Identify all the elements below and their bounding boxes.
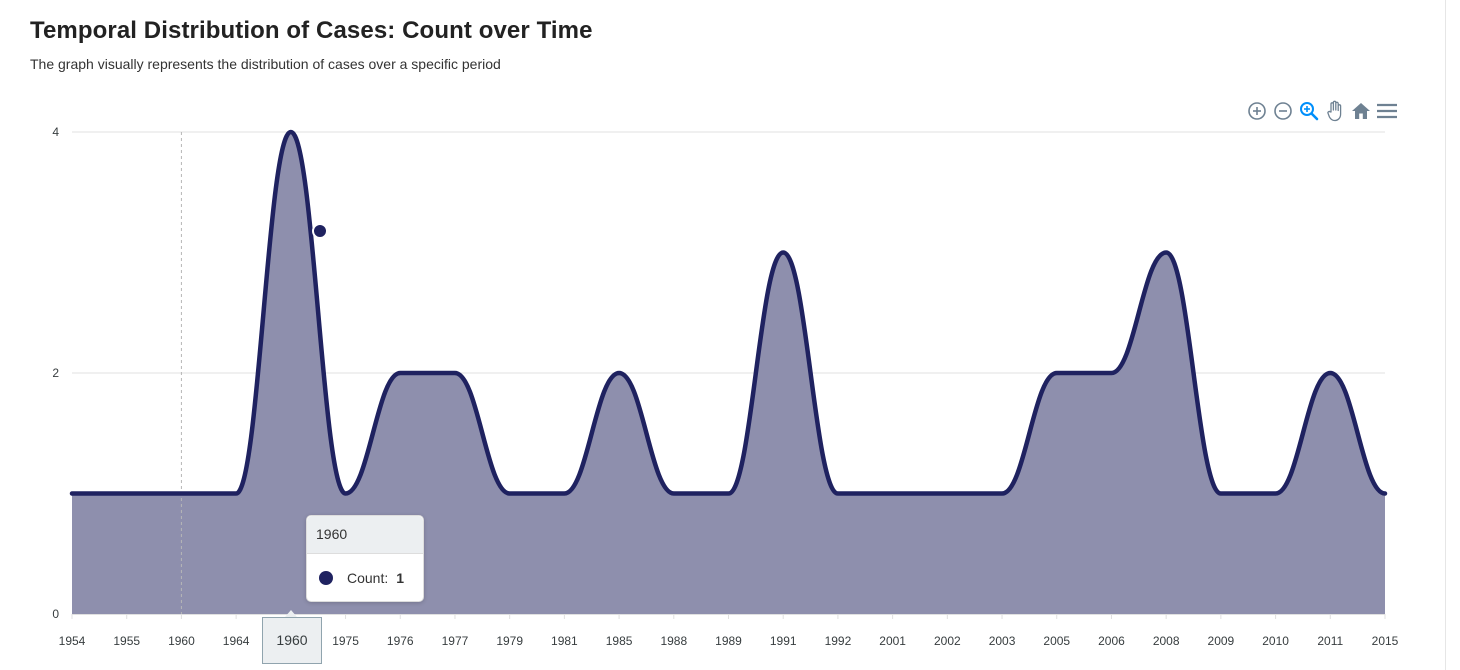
pan-hand-icon [1327, 100, 1342, 122]
x-tick-label: 1985 [606, 634, 633, 648]
data-point-1960[interactable] [175, 488, 187, 500]
data-point-1977[interactable] [449, 367, 461, 379]
x-tick-label: 1979 [496, 634, 523, 648]
x-tick-label: 2015 [1372, 634, 1399, 648]
series-tooltip: 1960 Count: 1 [306, 515, 424, 602]
chart-title: Temporal Distribution of Cases: Count ov… [30, 17, 593, 44]
chart-subtitle: The graph visually represents the distri… [30, 56, 501, 72]
panel-border [1445, 0, 1446, 670]
data-point-2008[interactable] [1160, 247, 1172, 259]
x-tick-label: 2010 [1262, 634, 1289, 648]
tooltip-series-label: Count: [347, 569, 389, 586]
reset-zoom-button[interactable] [1348, 98, 1374, 124]
x-tick-label: 1975 [332, 634, 359, 648]
data-point-2015[interactable] [1379, 488, 1391, 500]
tooltip-series-value: 1 [396, 569, 405, 586]
zoom-out-icon [1274, 102, 1292, 120]
data-point-1954[interactable] [66, 488, 78, 500]
data-point-2005[interactable] [1051, 367, 1063, 379]
zoom-in-icon [1248, 102, 1266, 120]
data-point-2006[interactable] [1105, 367, 1117, 379]
menu-button[interactable] [1374, 98, 1400, 124]
data-point-1985[interactable] [613, 367, 625, 379]
x-tick-label: 1992 [825, 634, 852, 648]
menu-icon [1377, 103, 1397, 119]
x-tick-label: 2002 [934, 634, 961, 648]
data-point-1989[interactable] [723, 488, 735, 500]
data-point-1991[interactable] [777, 247, 789, 259]
data-point-1992[interactable] [832, 488, 844, 500]
zoom-out-button[interactable] [1270, 98, 1296, 124]
tooltip-title: 1960 [307, 516, 423, 554]
hover-marker [312, 223, 328, 239]
data-point-2003[interactable] [996, 488, 1008, 500]
tooltip-series-marker [319, 570, 333, 585]
x-tick-label: 2011 [1317, 634, 1343, 648]
y-tick-label: 2 [52, 366, 59, 380]
selection-zoom-icon [1300, 102, 1319, 121]
data-point-1955[interactable] [121, 488, 133, 500]
data-point-1976[interactable] [394, 367, 406, 379]
data-point-2011[interactable] [1324, 367, 1336, 379]
x-tick-label: 2001 [879, 634, 906, 648]
x-tick-label: 1977 [442, 634, 469, 648]
x-tick-label: 2009 [1208, 634, 1235, 648]
data-point-2001[interactable] [887, 488, 899, 500]
x-tick-label: 1988 [660, 634, 687, 648]
area-fill [72, 132, 1385, 614]
tooltip-body: Count: 1 [307, 554, 423, 601]
data-point-1964[interactable] [230, 488, 242, 500]
x-tooltip-arrow [285, 610, 297, 617]
data-point-1981[interactable] [558, 488, 570, 500]
x-tick-label: 1964 [223, 634, 250, 648]
x-tick-label: 1976 [387, 634, 414, 648]
x-tick-label: 1960 [168, 634, 195, 648]
x-tick-label: 2006 [1098, 634, 1125, 648]
data-point-1988[interactable] [668, 488, 680, 500]
data-point-1979[interactable] [504, 488, 516, 500]
pan-button[interactable] [1322, 98, 1348, 124]
y-tick-label: 0 [52, 607, 59, 621]
data-point-1973[interactable] [285, 126, 297, 138]
x-tick-label: 1954 [59, 634, 86, 648]
zoom-in-button[interactable] [1244, 98, 1270, 124]
data-point-2010[interactable] [1270, 488, 1282, 500]
x-tick-label: 2008 [1153, 634, 1180, 648]
series-line-count[interactable] [69, 129, 1388, 496]
x-tick-label: 1955 [113, 634, 140, 648]
data-point-2002[interactable] [941, 488, 953, 500]
chart-toolbar [1244, 98, 1400, 124]
x-axis-tooltip: 1960 [262, 617, 322, 664]
selection-zoom-button[interactable] [1296, 98, 1322, 124]
x-tick-label: 1981 [551, 634, 578, 648]
x-tick-label: 2003 [989, 634, 1016, 648]
x-tick-label: 1989 [715, 634, 742, 648]
data-point-1975[interactable] [340, 488, 352, 500]
home-reset-icon [1352, 103, 1370, 119]
y-tick-label: 4 [52, 125, 59, 139]
x-tick-label: 2005 [1043, 634, 1070, 648]
data-point-2009[interactable] [1215, 488, 1227, 500]
x-tick-label: 1991 [770, 634, 797, 648]
